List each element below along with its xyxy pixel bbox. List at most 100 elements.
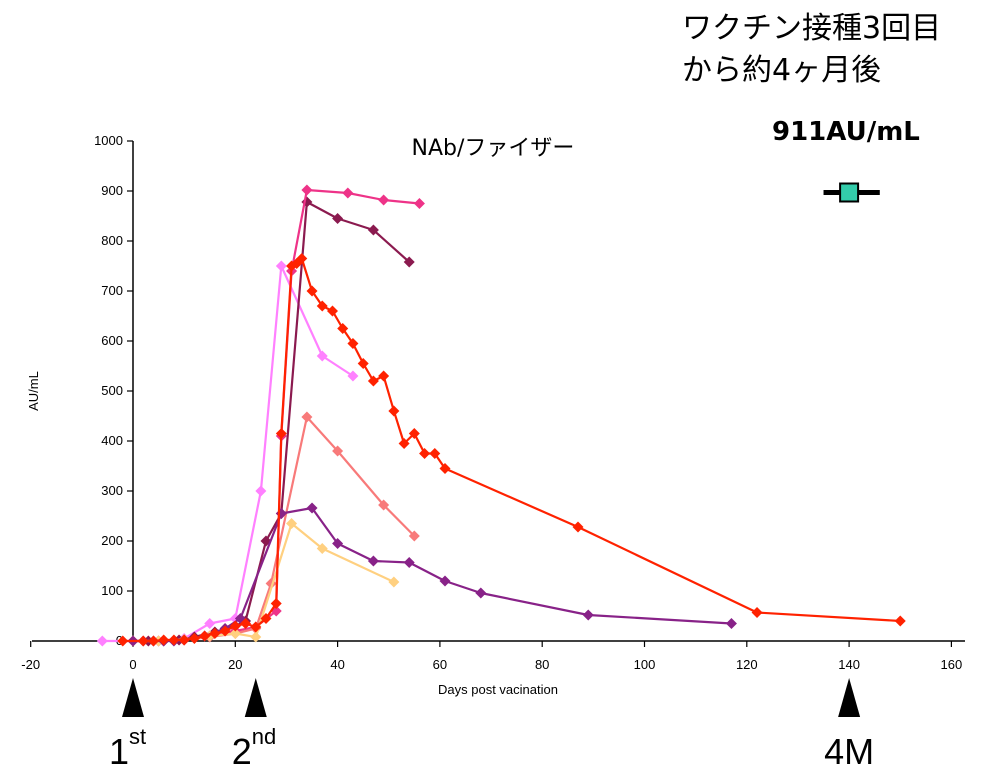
x-tick-label: 0 (129, 657, 136, 672)
series-line-2 (133, 200, 410, 643)
series-point-7 (398, 438, 410, 449)
y-tick-label: 500 (101, 383, 123, 398)
series-point-7 (347, 338, 359, 349)
highlight-point (839, 182, 860, 203)
series-point-7 (137, 635, 149, 647)
y-tick-label: 100 (101, 583, 123, 598)
series-point-7 (316, 300, 328, 312)
series-line-7 (122, 257, 901, 643)
x-tick-label: 60 (433, 657, 447, 672)
series-point-7 (260, 613, 272, 624)
series-point-6 (332, 538, 344, 549)
series-point-7 (188, 633, 200, 644)
series-line-1 (102, 264, 354, 643)
note-line-1: ワクチン接種3回目 (682, 11, 941, 46)
series-point-5 (286, 518, 298, 529)
axes: 0 100 200 300 400 500 600 700 800 900 1000 -20 0 20 4… (21, 133, 965, 672)
series-point-7 (199, 630, 211, 642)
dose-marker-sup: nd (252, 724, 276, 749)
highlight-layer (823, 182, 880, 203)
series-point-7 (168, 634, 180, 646)
series-point-4 (301, 411, 313, 423)
series-point-2 (332, 213, 344, 224)
series-point-6 (403, 557, 415, 568)
series-point-7 (178, 634, 190, 646)
x-tick-label: 160 (941, 657, 963, 672)
series-point-7 (751, 607, 763, 618)
series-point-3 (413, 198, 425, 209)
series-point-7 (367, 375, 379, 387)
series-point-3 (342, 187, 354, 199)
series-point-1 (275, 260, 287, 272)
chart-title: NAb/ファイザー (412, 136, 575, 161)
series-layer (96, 184, 906, 647)
series-point-7 (357, 358, 369, 369)
series-point-4 (332, 445, 344, 457)
series-point-6 (475, 587, 487, 599)
series-point-5 (229, 628, 241, 639)
series-point-7 (296, 253, 308, 264)
y-tick-label: 600 (101, 333, 123, 348)
y-tick-label: 900 (101, 183, 123, 198)
series-point-1 (96, 635, 108, 647)
series-point-6 (439, 575, 451, 587)
series-point-7 (209, 628, 221, 639)
series-point-6 (367, 555, 379, 567)
series-point-7 (229, 620, 241, 632)
y-tick-label: 300 (101, 483, 123, 498)
y-tick-label: 1000 (94, 133, 123, 148)
series-point-3 (378, 194, 390, 206)
series-point-5 (316, 543, 328, 554)
dose-marker-triangle (244, 678, 267, 717)
series-point-1 (316, 350, 328, 362)
x-tick-label: -20 (21, 657, 40, 672)
series-point-7 (270, 598, 282, 609)
series-point-7 (429, 448, 441, 459)
y-tick-label: 800 (101, 233, 123, 248)
series-point-2 (367, 224, 379, 236)
series-point-6 (725, 618, 737, 629)
value-label: 911AU/mL (772, 117, 920, 147)
y-tick-label: 700 (101, 283, 123, 298)
series-point-7 (439, 463, 451, 474)
dose-marker-label: 2 (232, 731, 252, 771)
series-point-4 (408, 530, 420, 542)
series-point-7 (158, 634, 170, 646)
series-point-1 (255, 485, 267, 497)
y-tick-label: 400 (101, 433, 123, 448)
series-point-3 (301, 184, 313, 196)
series-point-5 (250, 631, 262, 643)
dose-marker-label: 1 (109, 731, 129, 771)
dose-marker-triangle (838, 678, 861, 717)
x-tick-label: 140 (838, 657, 860, 672)
series-point-7 (250, 621, 262, 633)
series-point-7 (326, 305, 338, 317)
series-point-2 (403, 256, 415, 268)
series-point-7 (419, 448, 431, 459)
y-axis-title: AU/mL (26, 371, 41, 411)
series-point-7 (894, 615, 906, 627)
series-point-7 (306, 285, 318, 297)
x-tick-label: 80 (535, 657, 549, 672)
y-tick-label: 200 (101, 533, 123, 548)
dose-marker-sup: st (129, 724, 146, 749)
x-tick-label: 120 (736, 657, 758, 672)
series-point-7 (240, 618, 252, 629)
series-point-7 (275, 428, 287, 439)
series-point-7 (337, 323, 349, 334)
series-point-7 (408, 428, 420, 439)
series-point-6 (582, 609, 594, 621)
series-point-1 (204, 618, 216, 629)
series-point-4 (378, 499, 390, 511)
x-tick-label: 100 (634, 657, 656, 672)
series-point-7 (378, 370, 390, 382)
x-axis-title: Days post vacination (438, 682, 558, 697)
series-point-6 (306, 502, 318, 514)
series-point-7 (388, 405, 400, 417)
dose-marker-triangle (122, 678, 144, 717)
series-point-7 (219, 625, 231, 637)
series-point-7 (117, 635, 129, 647)
series-point-1 (347, 370, 359, 382)
